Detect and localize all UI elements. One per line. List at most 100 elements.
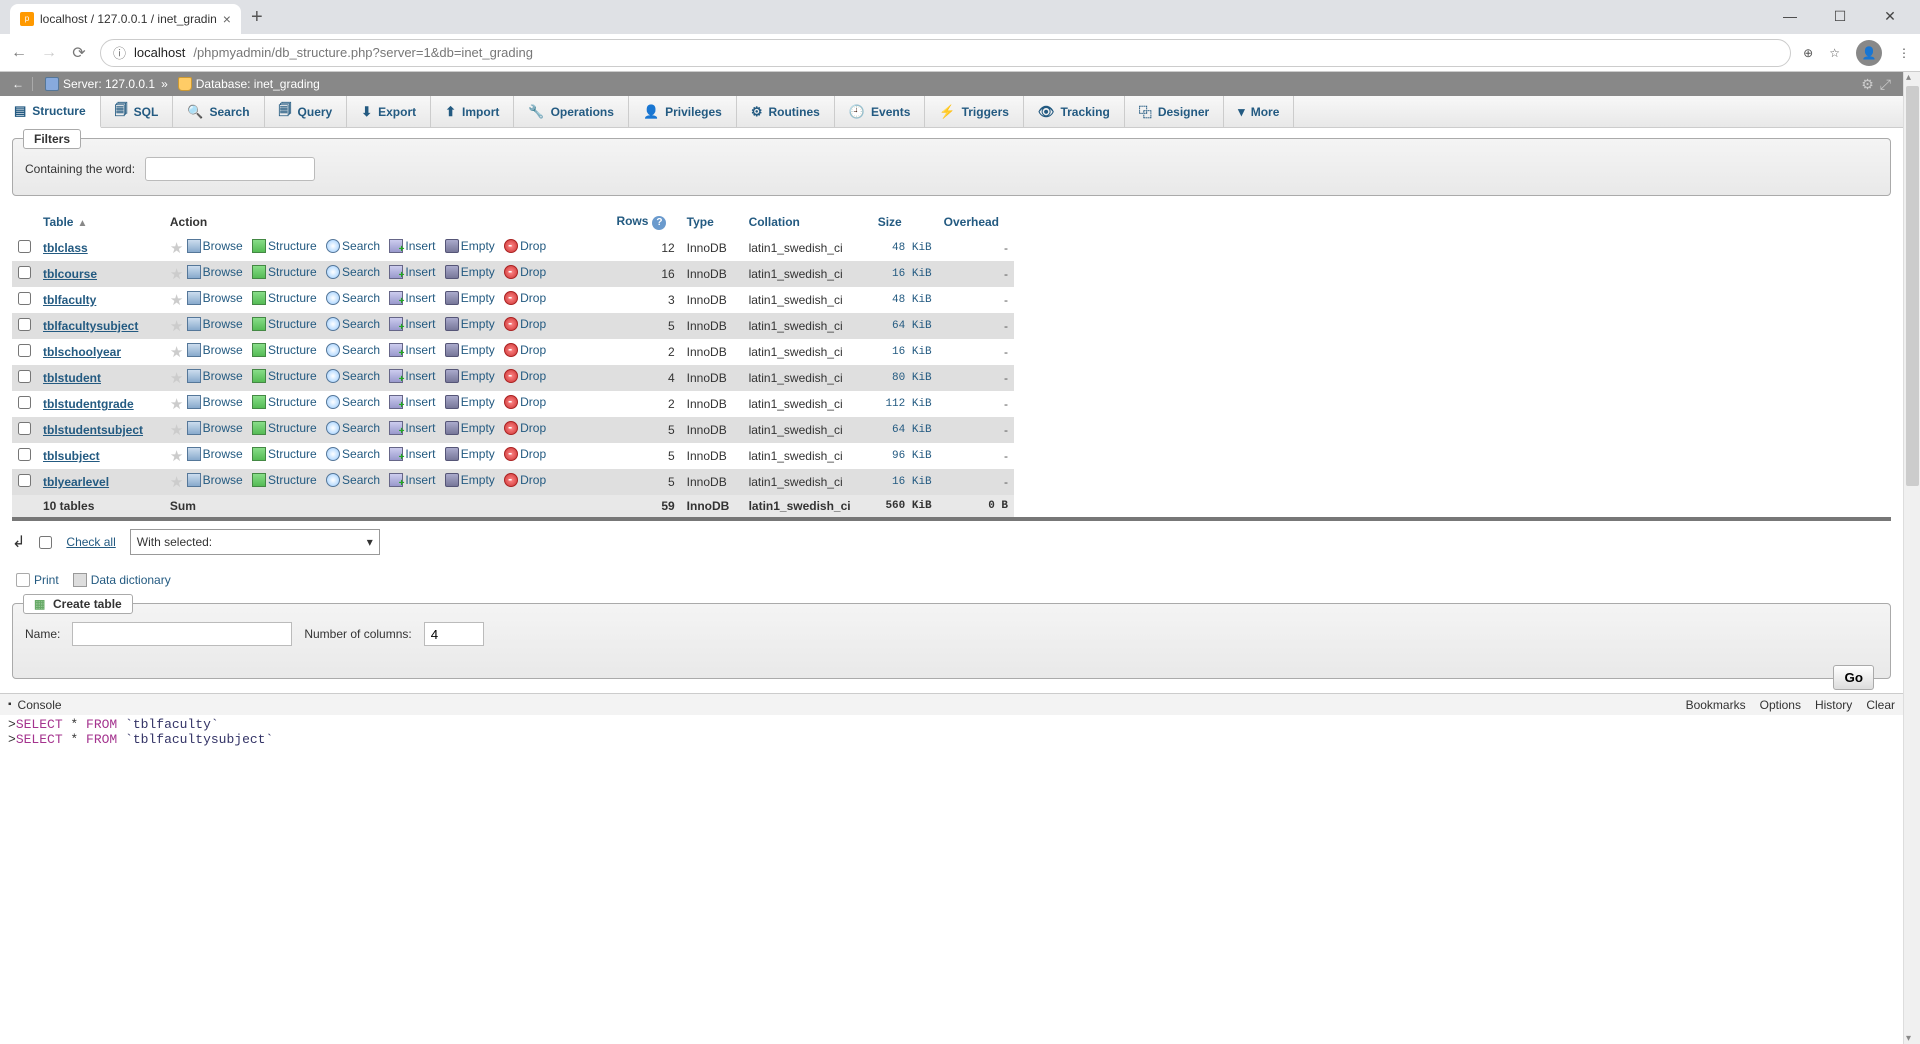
minimize-button[interactable]: — bbox=[1768, 8, 1812, 30]
search-link[interactable]: Search bbox=[342, 447, 380, 461]
drop-link[interactable]: Drop bbox=[520, 239, 546, 253]
browse-link[interactable]: Browse bbox=[203, 291, 243, 305]
console-history-link[interactable]: History bbox=[1815, 698, 1852, 712]
row-size[interactable]: 48 KiB bbox=[872, 235, 938, 262]
favorite-star-icon[interactable]: ★ bbox=[170, 240, 183, 257]
nav-collapse-button[interactable]: ← bbox=[12, 77, 33, 91]
tab-structure[interactable]: ▤Structure bbox=[0, 96, 101, 128]
favorite-star-icon[interactable]: ★ bbox=[170, 422, 183, 439]
tab-operations[interactable]: 🔧Operations bbox=[514, 96, 629, 127]
browse-link[interactable]: Browse bbox=[203, 343, 243, 357]
tab-close-icon[interactable]: × bbox=[223, 11, 231, 27]
search-link[interactable]: Search bbox=[342, 421, 380, 435]
col-size[interactable]: Size bbox=[872, 210, 938, 235]
favorite-star-icon[interactable]: ★ bbox=[170, 448, 183, 465]
print-link[interactable]: Print bbox=[16, 573, 59, 587]
tab-search[interactable]: 🔍Search bbox=[173, 96, 264, 127]
search-link[interactable]: Search bbox=[342, 395, 380, 409]
tab-sql[interactable]: 🗐SQL bbox=[101, 96, 174, 127]
row-size[interactable]: 96 KiB bbox=[872, 443, 938, 469]
profile-avatar[interactable]: 👤 bbox=[1856, 40, 1882, 66]
collapse-nav-icon[interactable]: ⤢ bbox=[1880, 76, 1891, 93]
insert-link[interactable]: Insert bbox=[405, 421, 435, 435]
tab-routines[interactable]: ⚙Routines bbox=[737, 96, 835, 127]
row-size[interactable]: 16 KiB bbox=[872, 469, 938, 495]
row-checkbox[interactable] bbox=[18, 292, 31, 305]
empty-link[interactable]: Empty bbox=[461, 473, 495, 487]
row-size[interactable]: 64 KiB bbox=[872, 313, 938, 339]
col-table[interactable]: Table▲ bbox=[37, 210, 164, 235]
with-selected-dropdown[interactable]: With selected: ▾ bbox=[130, 529, 380, 555]
create-cols-input[interactable] bbox=[424, 622, 484, 646]
browser-tab[interactable]: p localhost / 127.0.0.1 / inet_gradin × bbox=[10, 4, 241, 34]
col-rows[interactable]: Rows? bbox=[610, 210, 680, 235]
tab-privileges[interactable]: 👤Privileges bbox=[629, 96, 737, 127]
check-all-link[interactable]: Check all bbox=[66, 535, 115, 549]
row-size[interactable]: 80 KiB bbox=[872, 365, 938, 391]
row-size[interactable]: 48 KiB bbox=[872, 287, 938, 313]
drop-link[interactable]: Drop bbox=[520, 369, 546, 383]
drop-link[interactable]: Drop bbox=[520, 265, 546, 279]
browse-link[interactable]: Browse bbox=[203, 447, 243, 461]
structure-link[interactable]: Structure bbox=[268, 291, 317, 305]
breadcrumb-server[interactable]: Server: 127.0.0.1 bbox=[63, 77, 155, 91]
insert-link[interactable]: Insert bbox=[405, 239, 435, 253]
table-name-link[interactable]: tblfacultysubject bbox=[43, 319, 138, 333]
favorite-star-icon[interactable]: ★ bbox=[170, 474, 183, 491]
table-name-link[interactable]: tblstudent bbox=[43, 371, 101, 385]
insert-link[interactable]: Insert bbox=[405, 291, 435, 305]
tab-designer[interactable]: ⿻Designer bbox=[1125, 96, 1224, 127]
check-all-checkbox[interactable] bbox=[39, 536, 52, 549]
site-info-icon[interactable]: ⓘ bbox=[113, 43, 126, 62]
bookmark-icon[interactable]: ☆ bbox=[1829, 46, 1840, 60]
console-body[interactable]: >SELECT * FROM `tblfaculty`>SELECT * FRO… bbox=[0, 715, 1903, 753]
row-checkbox[interactable] bbox=[18, 240, 31, 253]
table-name-link[interactable]: tblfaculty bbox=[43, 293, 96, 307]
tab-export[interactable]: ⬇Export bbox=[347, 96, 431, 127]
drop-link[interactable]: Drop bbox=[520, 447, 546, 461]
search-link[interactable]: Search bbox=[342, 265, 380, 279]
new-tab-button[interactable]: + bbox=[241, 4, 273, 31]
tab-triggers[interactable]: ⚡Triggers bbox=[925, 96, 1024, 127]
favorite-star-icon[interactable]: ★ bbox=[170, 292, 183, 309]
insert-link[interactable]: Insert bbox=[405, 447, 435, 461]
insert-link[interactable]: Insert bbox=[405, 395, 435, 409]
structure-link[interactable]: Structure bbox=[268, 343, 317, 357]
forward-button[interactable]: → bbox=[40, 44, 58, 62]
col-type[interactable]: Type bbox=[681, 210, 743, 235]
row-checkbox[interactable] bbox=[18, 344, 31, 357]
favorite-star-icon[interactable]: ★ bbox=[170, 266, 183, 283]
row-checkbox[interactable] bbox=[18, 448, 31, 461]
table-name-link[interactable]: tblcourse bbox=[43, 267, 97, 281]
insert-link[interactable]: Insert bbox=[405, 265, 435, 279]
col-collation[interactable]: Collation bbox=[743, 210, 872, 235]
search-link[interactable]: Search bbox=[342, 291, 380, 305]
console-clear-link[interactable]: Clear bbox=[1866, 698, 1895, 712]
row-size[interactable]: 16 KiB bbox=[872, 261, 938, 287]
empty-link[interactable]: Empty bbox=[461, 369, 495, 383]
tab-events[interactable]: 🕘Events bbox=[835, 96, 926, 127]
table-name-link[interactable]: tblstudentsubject bbox=[43, 423, 143, 437]
drop-link[interactable]: Drop bbox=[520, 291, 546, 305]
row-checkbox[interactable] bbox=[18, 318, 31, 331]
insert-link[interactable]: Insert bbox=[405, 473, 435, 487]
table-name-link[interactable]: tblstudentgrade bbox=[43, 397, 134, 411]
browse-link[interactable]: Browse bbox=[203, 265, 243, 279]
console-bookmarks-link[interactable]: Bookmarks bbox=[1686, 698, 1746, 712]
vertical-scrollbar[interactable] bbox=[1903, 72, 1920, 1044]
row-checkbox[interactable] bbox=[18, 422, 31, 435]
drop-link[interactable]: Drop bbox=[520, 421, 546, 435]
browse-link[interactable]: Browse bbox=[203, 239, 243, 253]
breadcrumb-database[interactable]: Database: inet_grading bbox=[196, 77, 320, 91]
drop-link[interactable]: Drop bbox=[520, 343, 546, 357]
browse-link[interactable]: Browse bbox=[203, 395, 243, 409]
table-name-link[interactable]: tblschoolyear bbox=[43, 345, 121, 359]
row-size[interactable]: 16 KiB bbox=[872, 339, 938, 365]
url-input[interactable]: ⓘ localhost/phpmyadmin/db_structure.php?… bbox=[100, 39, 1791, 67]
row-checkbox[interactable] bbox=[18, 396, 31, 409]
empty-link[interactable]: Empty bbox=[461, 239, 495, 253]
col-overhead[interactable]: Overhead bbox=[938, 210, 1014, 235]
insert-link[interactable]: Insert bbox=[405, 369, 435, 383]
browse-link[interactable]: Browse bbox=[203, 473, 243, 487]
structure-link[interactable]: Structure bbox=[268, 473, 317, 487]
